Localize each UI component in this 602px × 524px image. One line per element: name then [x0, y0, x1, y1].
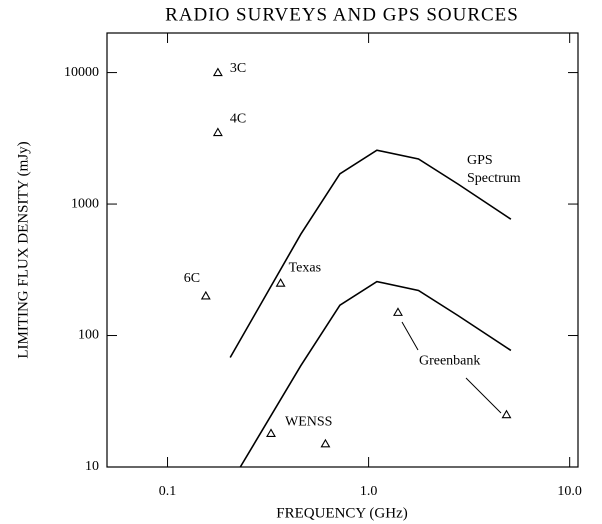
x-tick-label: 0.1 [159, 484, 177, 499]
annotation: Spectrum [467, 171, 521, 186]
survey-point [200, 290, 211, 300]
y-tick-label: 10000 [64, 65, 99, 80]
plot-frame [106, 32, 579, 468]
x-tick-label: 10.0 [557, 484, 582, 499]
leader-line [465, 377, 502, 414]
gps-curve [239, 280, 512, 468]
x-tick-label: 1.0 [360, 484, 378, 499]
survey-point [393, 307, 403, 316]
survey-point [275, 278, 286, 287]
y-axis-label: LIMITING FLUX DENSITY (mJy) [15, 141, 31, 358]
y-tick-label: 100 [78, 328, 99, 343]
point-label: 4C [230, 112, 246, 127]
leader-line [401, 321, 419, 351]
point-label: Greenbank [419, 354, 480, 369]
y-tick-label: 1000 [71, 196, 99, 211]
point-label: 6C [184, 271, 200, 286]
survey-point [212, 127, 223, 137]
x-axis-label: FREQUENCY (GHz) [276, 505, 408, 521]
y-tick-label: 10 [85, 459, 99, 474]
gps-curve [229, 149, 512, 358]
survey-point [320, 438, 331, 448]
chart-title: RADIO SURVEYS AND GPS SOURCES [165, 4, 519, 25]
survey-point [212, 67, 223, 77]
survey-point [501, 409, 512, 419]
annotation: GPS [467, 153, 493, 168]
point-label: WENSS [285, 415, 332, 430]
point-label: 3C [230, 61, 246, 76]
point-label: Texas [289, 260, 321, 275]
survey-point [266, 428, 276, 437]
